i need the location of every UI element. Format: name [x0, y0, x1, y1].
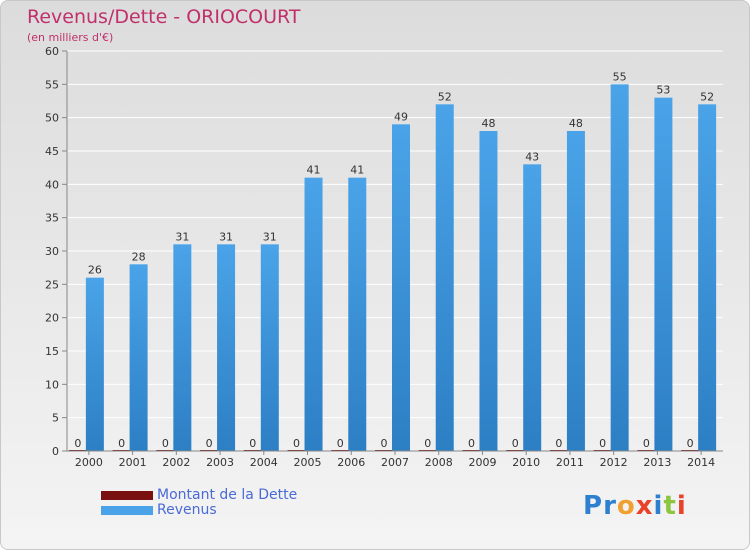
x-tick-label: 2003	[206, 456, 234, 469]
bar-revenus	[348, 177, 367, 451]
x-tick-label: 2010	[512, 456, 540, 469]
data-label-dette: 0	[424, 437, 431, 450]
x-tick-label: 2008	[425, 456, 453, 469]
x-tick-label: 2002	[162, 456, 190, 469]
y-tick-label: 60	[45, 45, 59, 58]
legend-item-revenus: Revenus	[101, 502, 217, 518]
data-label-dette: 0	[555, 437, 562, 450]
x-tick-label: 2014	[687, 456, 715, 469]
data-label-revenus: 31	[175, 230, 189, 243]
legend-label-revenus: Revenus	[157, 502, 217, 518]
bar-revenus	[479, 131, 498, 451]
x-tick-label: 2013	[643, 456, 671, 469]
data-label-dette: 0	[599, 437, 606, 450]
data-label-dette: 0	[381, 437, 388, 450]
x-tick-label: 2011	[556, 456, 584, 469]
y-axis: 0 5 10 15 20 25 30 35 40 45 50 55 60	[45, 45, 68, 458]
y-tick-label: 30	[45, 245, 59, 258]
x-tick-label: 2001	[119, 456, 147, 469]
data-label-revenus: 49	[394, 110, 408, 123]
data-label-dette: 0	[687, 437, 694, 450]
data-label-revenus: 31	[219, 230, 233, 243]
logo-letter: o	[616, 491, 636, 521]
data-label-revenus: 48	[569, 117, 583, 130]
logo-letter: P	[583, 491, 604, 521]
chart-title: Revenus/Dette - ORIOCOURT	[27, 6, 301, 28]
data-label-dette: 0	[337, 437, 344, 450]
x-tick-label: 2007	[381, 456, 409, 469]
data-label-dette: 0	[468, 437, 475, 450]
bar-revenus	[654, 97, 673, 452]
data-label-dette: 0	[293, 437, 300, 450]
bars	[68, 84, 717, 452]
x-tick-label: 2005	[294, 456, 322, 469]
bar-revenus	[173, 244, 192, 451]
y-tick-label: 10	[45, 378, 59, 391]
legend-label-dette: Montant de la Dette	[157, 487, 298, 503]
y-tick-label: 55	[45, 78, 59, 91]
chart-subtitle: (en milliers d'€)	[27, 31, 114, 44]
legend-item-dette: Montant de la Dette	[101, 487, 297, 503]
data-label-dette: 0	[643, 437, 650, 450]
legend-swatch-revenus	[101, 505, 153, 515]
bar-revenus	[435, 104, 454, 451]
data-labels: 0 26 0 28 0 31 0 31 0 31 0 41 0 41 0 49 0 52 0 48 0 43 0 48 0 55 0…	[74, 70, 714, 450]
y-tick-label: 35	[45, 212, 59, 225]
bar-revenus	[217, 244, 236, 451]
x-tick-label: 2006	[337, 456, 365, 469]
data-label-revenus: 43	[525, 150, 539, 163]
logo-letter: t	[663, 491, 677, 521]
y-tick-label: 45	[45, 145, 59, 158]
data-label-revenus: 41	[307, 164, 321, 177]
data-label-dette: 0	[512, 437, 519, 450]
y-tick-label: 25	[45, 278, 59, 291]
bar-revenus	[304, 177, 323, 451]
y-tick-label: 50	[45, 112, 59, 125]
bar-revenus	[260, 244, 279, 451]
data-label-dette: 0	[206, 437, 213, 450]
proxiti-logo: Proxiti	[583, 491, 687, 521]
data-label-dette: 0	[249, 437, 256, 450]
data-label-revenus: 53	[656, 84, 670, 97]
data-label-revenus: 52	[438, 90, 452, 103]
legend-swatch-dette	[101, 490, 153, 500]
logo-letter: r	[603, 491, 617, 521]
y-tick-label: 15	[45, 345, 59, 358]
logo-letter: x	[635, 491, 654, 521]
x-axis: 2000 2001 2002 2003 2004 2005 2006 2007 2008 2009…	[67, 450, 723, 469]
data-label-revenus: 52	[700, 90, 714, 103]
data-label-dette: 0	[74, 437, 81, 450]
data-label-dette: 0	[162, 437, 169, 450]
logo-letter: i	[653, 491, 664, 521]
y-tick-label: 20	[45, 312, 59, 325]
x-tick-label: 2009	[468, 456, 496, 469]
bar-revenus	[610, 84, 629, 451]
logo-letter: i	[676, 491, 687, 521]
data-label-revenus: 26	[88, 264, 102, 277]
y-tick-label: 0	[52, 445, 59, 458]
data-label-revenus: 48	[481, 117, 495, 130]
y-tick-label: 40	[45, 178, 59, 191]
y-tick-label: 5	[52, 412, 59, 425]
bar-revenus	[392, 124, 410, 451]
bar-revenus	[85, 277, 104, 451]
bar-revenus	[129, 264, 148, 451]
data-label-revenus: 41	[350, 164, 364, 177]
bar-revenus	[523, 164, 542, 452]
x-tick-label: 2004	[250, 456, 278, 469]
data-label-dette: 0	[118, 437, 125, 450]
data-label-revenus: 28	[132, 250, 146, 263]
bar-revenus	[698, 104, 717, 451]
x-tick-label: 2012	[600, 456, 628, 469]
bar-revenus	[566, 131, 585, 451]
data-label-revenus: 55	[613, 70, 627, 83]
x-tick-label: 2000	[75, 456, 103, 469]
data-label-revenus: 31	[263, 230, 277, 243]
